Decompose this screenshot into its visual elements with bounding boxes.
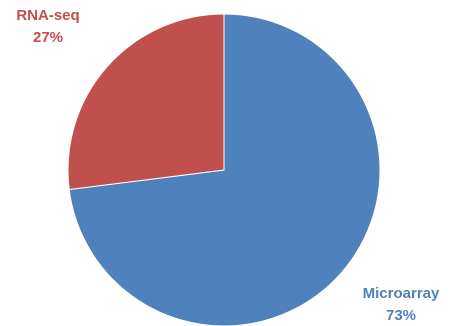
slice-label-microarray: Microarray xyxy=(363,285,440,302)
pie-slice-microarray xyxy=(68,13,381,326)
slice-value-microarray: 73% xyxy=(386,307,416,324)
slice-value-rna-seq: 27% xyxy=(33,29,63,46)
pie-slice-rna-seq xyxy=(67,13,225,191)
pie-slices xyxy=(67,13,381,326)
slice-label-rna-seq: RNA-seq xyxy=(16,7,79,24)
